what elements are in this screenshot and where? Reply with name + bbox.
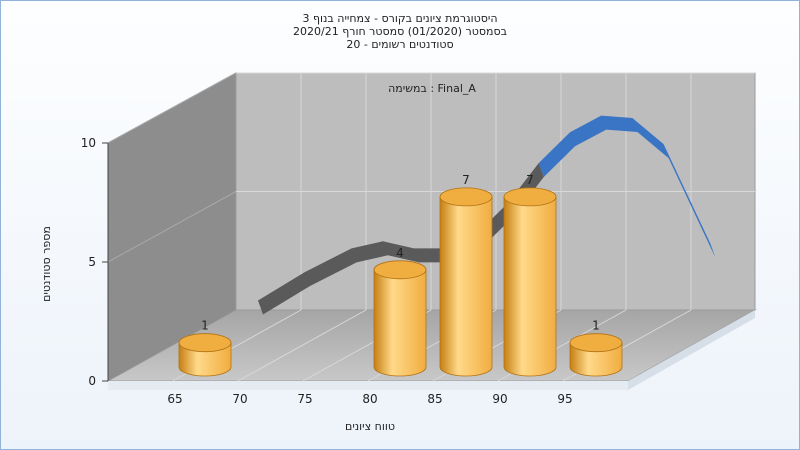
bar-body <box>178 342 232 377</box>
x-tick-label: 90 <box>492 392 507 406</box>
bar-value-labels: 1 4 7 7 1 <box>201 173 600 333</box>
bar <box>503 187 557 377</box>
bar-cap <box>373 260 427 280</box>
y-tick-label: 5 <box>88 255 96 269</box>
chart-title-line-1: היסטוגרמת ציונים בקורס - צמחייה בנוף 3 <box>302 12 497 25</box>
y-tick-label: 10 <box>81 136 96 150</box>
bar-value-label: 4 <box>396 246 404 260</box>
chart-title-line-3: סטודנטים רשומים - 20 <box>346 38 453 51</box>
titles: היסטוגרמת ציונים בקורס - צמחייה בנוף 3 ב… <box>40 12 507 433</box>
x-tick-label: 80 <box>362 392 377 406</box>
bar-body <box>373 269 427 377</box>
bar <box>439 187 493 377</box>
bar-value-label: 1 <box>592 319 600 333</box>
bar-body <box>503 196 557 377</box>
axes: 0 5 10 65 70 75 80 85 90 95 <box>81 136 573 406</box>
x-tick-label: 70 <box>232 392 247 406</box>
bar-cap <box>569 333 623 353</box>
bar-value-label: 1 <box>201 319 209 333</box>
bar-value-label: 7 <box>526 173 534 187</box>
bar-value-label: 7 <box>462 173 470 187</box>
task-label: במשימה : Final_A <box>388 82 476 95</box>
side-grid-line <box>107 191 237 263</box>
x-tick-label: 95 <box>557 392 572 406</box>
bar <box>373 260 427 377</box>
bar <box>178 333 232 377</box>
bar-cap <box>503 187 557 207</box>
bar-cap <box>178 333 232 353</box>
bar-body <box>569 342 623 377</box>
x-axis-label: טווח ציונים <box>345 420 395 433</box>
side-edge <box>628 310 755 390</box>
x-tick-label: 65 <box>167 392 182 406</box>
side-grid-line <box>107 72 237 144</box>
x-tick-label: 75 <box>297 392 312 406</box>
floor-grid-line <box>237 309 367 382</box>
bar-body <box>439 196 493 377</box>
bar <box>569 333 623 377</box>
y-tick-label: 0 <box>88 374 96 388</box>
y-axis-label: מספר סטודנטים <box>40 226 53 302</box>
x-tick-label: 85 <box>427 392 442 406</box>
bars <box>178 187 623 377</box>
chart-title-line-2: בסמסטר (01/2020) סמסטר חורף 2020/21 <box>293 25 507 38</box>
bar-cap <box>439 187 493 207</box>
floor-front-edge <box>108 381 628 390</box>
